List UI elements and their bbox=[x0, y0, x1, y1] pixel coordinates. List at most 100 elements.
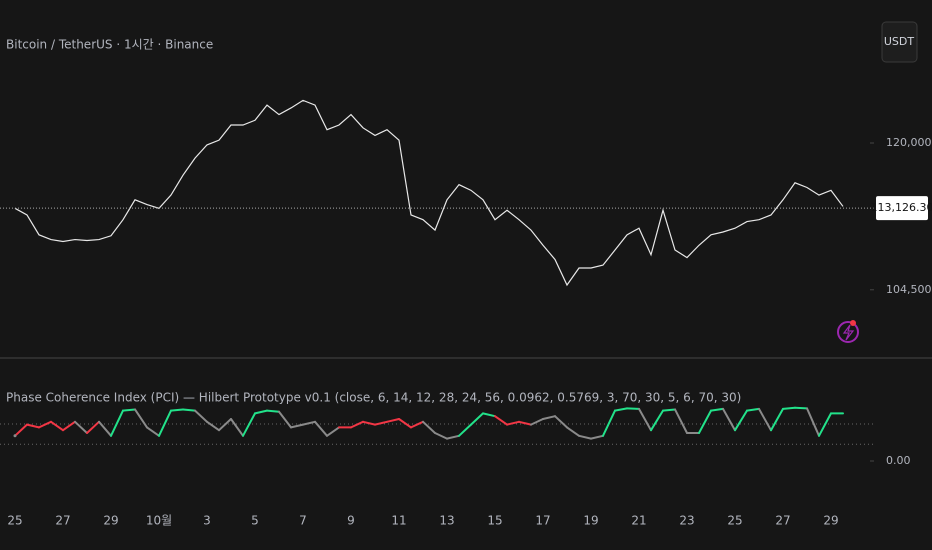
indicator-segment bbox=[170, 408, 184, 412]
indicator-segment bbox=[386, 418, 400, 423]
indicator-segment bbox=[422, 420, 436, 434]
indicator-segment bbox=[218, 418, 232, 432]
indicator-segment bbox=[242, 412, 256, 437]
indicator-segment bbox=[278, 410, 292, 429]
indicator-segment bbox=[50, 420, 64, 432]
indicator-segment bbox=[254, 409, 268, 415]
indicator-segment bbox=[578, 434, 592, 440]
indicator-segment bbox=[746, 407, 760, 412]
indicator-segment bbox=[230, 418, 244, 437]
indicator-segment bbox=[86, 420, 100, 434]
last-price-box bbox=[876, 196, 928, 221]
indicator-segment bbox=[410, 420, 424, 429]
indicator-segment bbox=[602, 409, 616, 437]
x-tick-label: 21 bbox=[631, 514, 646, 528]
indicator-segment bbox=[362, 420, 376, 426]
indicator-segment bbox=[314, 420, 328, 437]
indicator-segment bbox=[290, 423, 304, 429]
indicator-segment bbox=[614, 407, 628, 412]
indicator-segment bbox=[710, 407, 724, 412]
indicator-segment bbox=[734, 409, 748, 432]
indicator-segment bbox=[434, 432, 448, 440]
indicator-segment bbox=[758, 407, 772, 432]
x-tick-label: 25 bbox=[7, 514, 22, 528]
x-tick-label: 25 bbox=[727, 514, 742, 528]
indicator-segment bbox=[122, 408, 136, 412]
indicator-start bbox=[13, 434, 17, 438]
indicator-segment bbox=[146, 426, 160, 437]
indicator-segment bbox=[266, 409, 280, 413]
x-tick-label: 7 bbox=[299, 514, 307, 528]
indicator-segment bbox=[374, 420, 388, 426]
currency-label[interactable]: USDT bbox=[884, 35, 915, 48]
y-tick-label: 0.00 bbox=[886, 454, 911, 467]
currency-button[interactable] bbox=[881, 21, 918, 63]
indicator-segment bbox=[14, 423, 28, 437]
indicator-segment bbox=[650, 409, 664, 432]
indicator-segment bbox=[794, 406, 808, 410]
indicator-segment bbox=[398, 418, 412, 429]
indicator-segment bbox=[662, 408, 676, 412]
x-tick-label: 5 bbox=[251, 514, 259, 528]
x-tick-label: 29 bbox=[103, 514, 118, 528]
indicator-segment bbox=[770, 407, 784, 432]
indicator-segment bbox=[542, 415, 556, 420]
alert-icon[interactable] bbox=[837, 321, 859, 343]
chart-title: Bitcoin / TetherUS · 1시간 · Binance bbox=[6, 38, 213, 52]
indicator-segment bbox=[818, 412, 832, 437]
indicator-segment bbox=[482, 412, 496, 418]
alert-dot bbox=[850, 320, 856, 326]
x-tick-label: 9 bbox=[347, 514, 355, 528]
x-tick-label: 13 bbox=[439, 514, 454, 528]
x-tick-label: 23 bbox=[679, 514, 694, 528]
indicator-segment bbox=[554, 415, 568, 429]
indicator-segment bbox=[458, 423, 472, 437]
x-tick-label: 10월 bbox=[146, 514, 172, 528]
indicator-segment bbox=[206, 420, 220, 432]
indicator-segment bbox=[110, 409, 124, 437]
alert-bolt bbox=[842, 324, 855, 341]
last-price-label: 113,126.30 bbox=[871, 201, 932, 214]
indicator-segment bbox=[506, 420, 520, 426]
indicator-segment bbox=[722, 407, 736, 432]
indicator-segment bbox=[98, 420, 112, 437]
indicator-segment bbox=[74, 420, 88, 434]
y-tick-label: 104,500.00 bbox=[886, 283, 932, 296]
x-tick-label: 3 bbox=[203, 514, 211, 528]
indicator-segment bbox=[182, 408, 196, 412]
price-line bbox=[14, 99, 844, 287]
x-tick-label: 15 bbox=[487, 514, 502, 528]
indicator-segment bbox=[470, 412, 484, 426]
indicator-segment bbox=[134, 408, 148, 429]
indicator-segment bbox=[638, 407, 652, 432]
indicator-segment bbox=[26, 423, 40, 429]
indicator-segment bbox=[194, 409, 208, 423]
indicator-segment bbox=[530, 418, 544, 426]
x-tick-label: 17 bbox=[535, 514, 550, 528]
indicator-segment bbox=[446, 434, 460, 440]
indicator-segment bbox=[158, 409, 172, 437]
indicator-segment bbox=[38, 420, 52, 429]
indicator-segment bbox=[62, 420, 76, 432]
indicator-segment bbox=[326, 426, 340, 437]
indicator-segment bbox=[806, 407, 820, 437]
indicator-segment bbox=[590, 434, 604, 440]
indicator-segment bbox=[674, 408, 688, 434]
x-tick-label: 19 bbox=[583, 514, 598, 528]
x-tick-label: 27 bbox=[55, 514, 70, 528]
y-tick-label: 120,000.00 bbox=[886, 136, 932, 149]
x-tick-label: 29 bbox=[823, 514, 838, 528]
indicator-segment bbox=[518, 420, 532, 426]
indicator-segment bbox=[782, 406, 796, 410]
indicator-segment bbox=[566, 426, 580, 437]
indicator-segment bbox=[698, 409, 712, 434]
indicator-segment bbox=[494, 415, 508, 426]
x-tick-label: 11 bbox=[391, 514, 406, 528]
x-tick-label: 27 bbox=[775, 514, 790, 528]
indicator-segment bbox=[626, 407, 640, 410]
indicator-title: Phase Coherence Index (PCI) — Hilbert Pr… bbox=[6, 391, 741, 405]
indicator-segment bbox=[302, 420, 316, 426]
